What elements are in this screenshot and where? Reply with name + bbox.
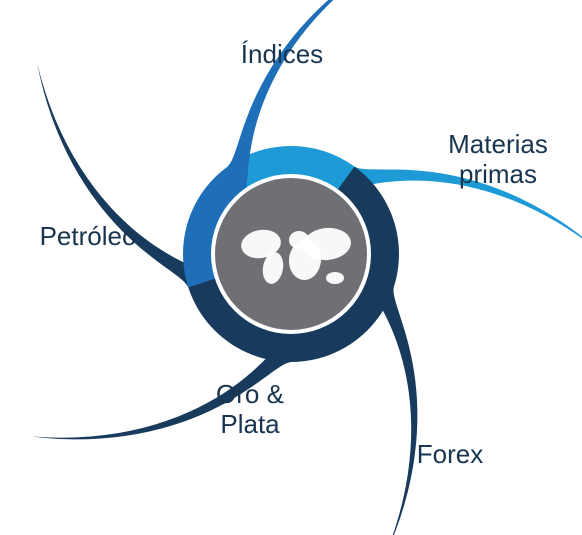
- label-materias-primas: Materias primas: [418, 130, 578, 190]
- label-forex: Forex: [390, 440, 510, 470]
- label-indices: Índices: [222, 40, 342, 70]
- label-petroleo: Petróleo: [18, 222, 158, 252]
- radial-market-diagram: Índices Materias primas Forex Oro & Plata Pe…: [0, 0, 582, 535]
- label-oro-plata: Oro & Plata: [190, 380, 310, 440]
